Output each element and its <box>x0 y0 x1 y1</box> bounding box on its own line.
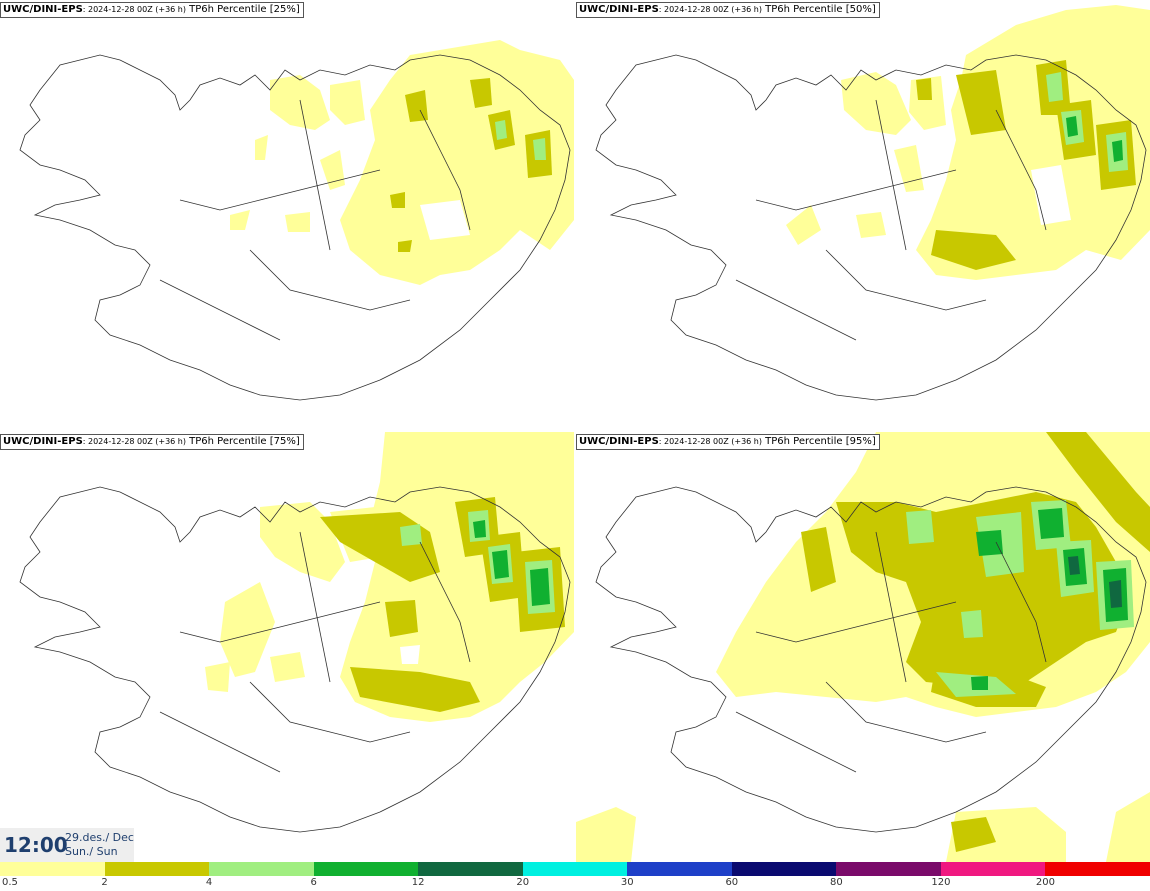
map-panel-25: UWC/DINI-EPS: 2024-12-28 00Z (+36 h) TP6… <box>0 0 574 430</box>
legend-label: 20 <box>516 877 530 888</box>
model-name: UWC/DINI-EPS <box>3 436 83 447</box>
legend-label: 80 <box>829 877 843 888</box>
legend-labels: 0.5 2 4 6 12 20 30 60 80 120 200 <box>0 877 1150 891</box>
precip-map-25 <box>19 40 574 401</box>
model-name: UWC/DINI-EPS <box>3 4 83 15</box>
valid-time: 12:00 <box>4 833 68 857</box>
valid-day-line: Sun./ Sun <box>65 845 118 858</box>
panel-title-50: UWC/DINI-EPS: 2024-12-28 00Z (+36 h) TP6… <box>576 2 880 18</box>
legend-swatch <box>522 862 628 876</box>
legend-label: 200 <box>1035 877 1055 888</box>
panel-title-25: UWC/DINI-EPS: 2024-12-28 00Z (+36 h) TP6… <box>0 2 304 18</box>
legend-swatch <box>1045 862 1150 876</box>
legend-color-bar <box>0 862 1150 876</box>
legend-label: 6 <box>310 877 317 888</box>
run-time: : 2024-12-28 00Z (+36 h) <box>658 437 762 446</box>
coastline-50 <box>595 54 1147 401</box>
legend-label: 12 <box>411 877 425 888</box>
legend-swatch <box>209 862 314 876</box>
legend-label: 0.5 <box>2 877 18 888</box>
model-name: UWC/DINI-EPS <box>579 436 659 447</box>
legend-swatch <box>627 862 732 876</box>
panel-divider-horizontal <box>0 430 1150 432</box>
run-time: : 2024-12-28 00Z (+36 h) <box>658 5 762 14</box>
model-name: UWC/DINI-EPS <box>579 4 659 15</box>
product-name: TP6h Percentile [95%] <box>761 436 876 447</box>
color-legend: 0.5 2 4 6 12 20 30 60 80 120 200 <box>0 862 1150 891</box>
map-panel-75: UWC/DINI-EPS: 2024-12-28 00Z (+36 h) TP6… <box>0 432 574 862</box>
precip-fill-75 <box>205 432 574 722</box>
legend-swatch <box>0 862 105 876</box>
valid-time-box: 12:00 29.des./ Dec Sun./ Sun <box>0 828 134 862</box>
legend-label: 2 <box>101 877 108 888</box>
precip-fill-95 <box>576 432 1150 862</box>
coastline-75 <box>19 486 571 833</box>
legend-swatch <box>836 862 941 876</box>
product-name: TP6h Percentile [25%] <box>185 4 300 15</box>
valid-date-line: 29.des./ Dec <box>65 831 134 844</box>
map-panel-50: UWC/DINI-EPS: 2024-12-28 00Z (+36 h) TP6… <box>576 0 1150 430</box>
precip-fill-50 <box>786 5 1150 280</box>
legend-swatch <box>940 862 1046 876</box>
map-panel-95: UWC/DINI-EPS: 2024-12-28 00Z (+36 h) TP6… <box>576 432 1150 862</box>
panel-title-95: UWC/DINI-EPS: 2024-12-28 00Z (+36 h) TP6… <box>576 434 880 450</box>
panel-title-75: UWC/DINI-EPS: 2024-12-28 00Z (+36 h) TP6… <box>0 434 304 450</box>
legend-label: 30 <box>620 877 634 888</box>
precip-map-75 <box>19 432 574 833</box>
product-name: TP6h Percentile [50%] <box>761 4 876 15</box>
legend-label: 4 <box>205 877 213 888</box>
run-time: : 2024-12-28 00Z (+36 h) <box>82 5 186 14</box>
precip-fill-25 <box>230 40 574 285</box>
legend-swatch <box>731 862 837 876</box>
legend-swatch <box>104 862 210 876</box>
precip-map-95 <box>576 432 1150 862</box>
product-name: TP6h Percentile [75%] <box>185 436 300 447</box>
valid-date: 29.des./ Dec Sun./ Sun <box>65 831 134 859</box>
coastline-95 <box>595 486 1147 833</box>
legend-swatch <box>313 862 419 876</box>
legend-label: 60 <box>725 877 739 888</box>
legend-label: 120 <box>931 877 951 888</box>
run-time: : 2024-12-28 00Z (+36 h) <box>82 437 186 446</box>
precip-map-50 <box>595 5 1150 401</box>
legend-swatch <box>418 862 523 876</box>
coastline-25 <box>19 54 571 401</box>
